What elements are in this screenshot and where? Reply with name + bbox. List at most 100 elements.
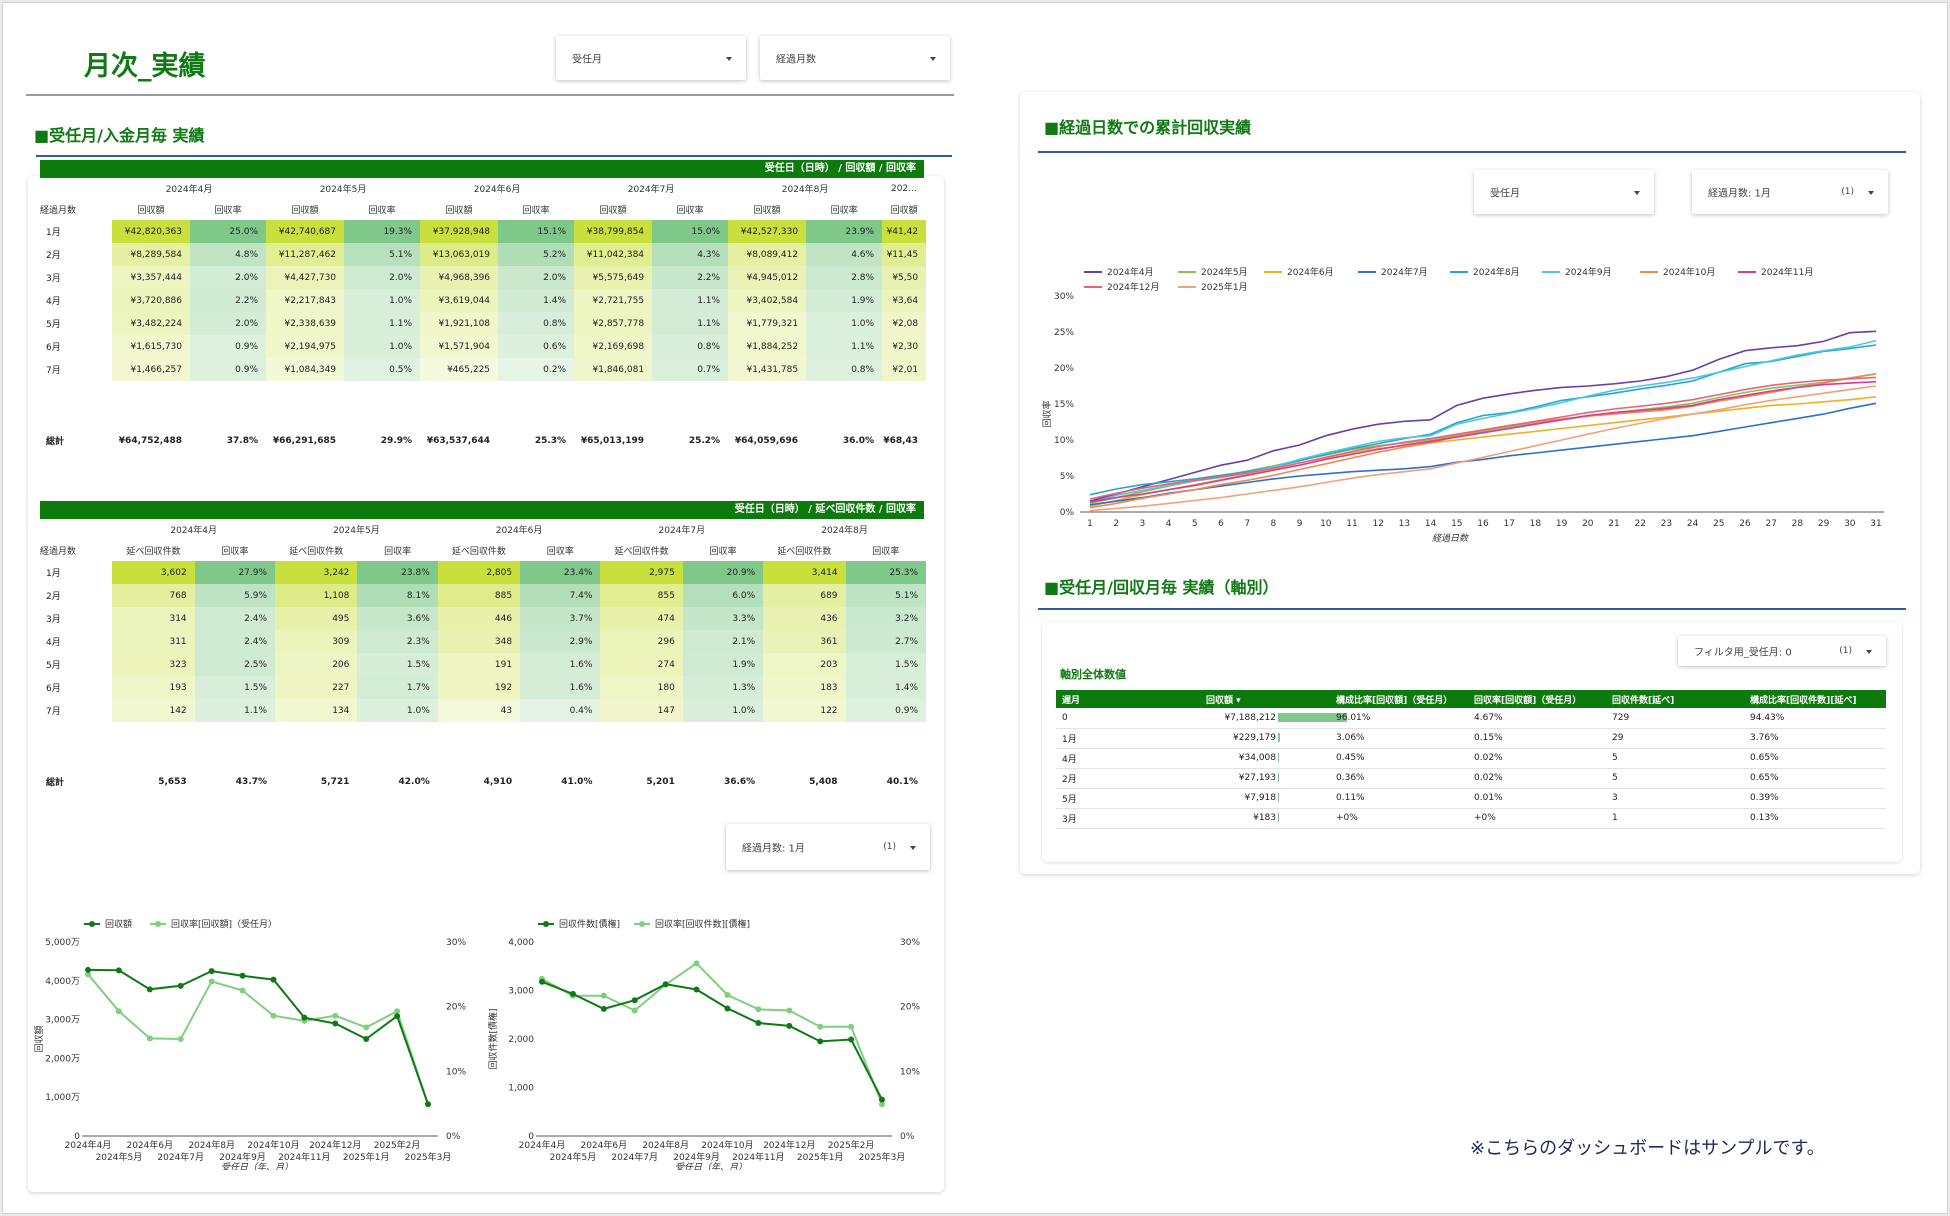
data-point[interactable] [786,1022,793,1029]
data-point[interactable] [631,997,638,1004]
legend-item[interactable]: 2024年4月 [1084,266,1154,278]
legend-item[interactable]: 2024年7月 [1358,266,1428,278]
axis-summary-table: 遅月 回収額 ▾ 構成比率[回収額]（受任月） 回収率[回収額]（受任月） 回収件数[延… [1056,690,1886,829]
table-cell: 3.06% [1330,728,1468,749]
data-point[interactable] [569,990,576,997]
table-cell: 147 [600,699,683,722]
table-cell: 1 [1606,808,1744,829]
data-point[interactable] [146,1035,153,1042]
x-tick-label: 31 [1870,519,1881,529]
data-point[interactable] [239,972,246,979]
y-axis-title: 回収額 [34,1025,45,1052]
legend-item[interactable]: 2024年10月 [1640,266,1715,278]
legend-item[interactable]: 2025年1月 [1178,281,1248,293]
x-tick-label: 2024年10月 [247,1139,299,1151]
legend-item[interactable]: 回収率[回収件数][債権] [634,918,750,930]
data-point[interactable] [755,1006,762,1013]
y-left-tick-label: 4,000 [508,938,534,948]
data-point[interactable] [363,1036,370,1042]
table-cell: 191 [437,653,521,676]
data-point[interactable] [879,1101,885,1108]
data-point[interactable] [724,1005,731,1012]
legend-item[interactable]: 2024年6月 [1264,266,1334,278]
table-cell: 446 [437,607,521,630]
table-cell: 2.0% [498,266,575,289]
month-column-header: 2024年4月 [165,185,213,195]
data-point[interactable] [177,982,184,989]
elapsed-months-filter[interactable]: 経過月数: 1月 (1) [726,824,930,870]
data-point[interactable] [85,971,91,978]
data-point[interactable] [270,1012,277,1019]
data-point[interactable] [394,1008,401,1015]
y-left-tick-label: 4,000万 [45,977,80,987]
accept-month-dropdown[interactable]: 受任月 [556,36,746,80]
table-cell: 0.9% [190,358,267,381]
legend-item[interactable]: 2024年12月 [1084,281,1159,293]
data-point[interactable] [817,1023,824,1030]
x-tick-label: 2024年12月 [763,1139,815,1151]
table-cell: 0.5% [344,358,421,381]
data-point[interactable] [208,968,215,975]
legend-item[interactable]: 回収率[回収額]（受任月） [150,918,277,930]
table-cell: 94.43% [1744,708,1886,729]
data-point[interactable] [662,981,669,988]
data-point[interactable] [693,986,700,993]
x-tick-label: 6 [1218,519,1224,529]
table-cell: 1.9% [806,289,883,312]
legend-item[interactable]: 2024年11月 [1738,266,1813,278]
data-point[interactable] [425,1101,431,1108]
table-cell: 1.1% [806,335,883,358]
legend-label: 回収件数[債権] [559,918,620,930]
legend-label: 2024年4月 [1107,266,1154,278]
table-cell: 4.6% [806,243,883,266]
legend-item[interactable]: 2024年9月 [1542,266,1612,278]
data-point[interactable] [600,992,607,999]
legend-item[interactable]: 回収件数[債権] [538,918,620,930]
sort-column-header[interactable]: 回収額 ▾ [1200,690,1330,708]
data-point[interactable] [239,987,246,994]
data-point[interactable] [879,1096,885,1103]
data-point[interactable] [146,986,153,993]
table-cell: 227 [275,676,358,699]
data-point[interactable] [394,1013,401,1020]
share-bar [1278,712,1348,722]
month-column-header: 2024年7月 [658,526,706,536]
legend-item[interactable]: 2024年8月 [1450,266,1520,278]
data-point[interactable] [115,1008,122,1015]
legend-item[interactable]: 2024年5月 [1178,266,1248,278]
metric-column-header: 回収率 [522,206,550,216]
column-header: 構成比率[回収件数][延べ] [1744,690,1886,708]
filter-accept-month-dropdown[interactable]: フィルタ用_受任月: 0 (1) [1678,636,1886,666]
data-point[interactable] [786,1007,793,1014]
data-point[interactable] [600,1005,607,1012]
data-point[interactable] [631,1007,638,1014]
data-point[interactable] [177,1036,184,1042]
y-left-tick-label: 1,000万 [45,1093,80,1103]
data-point[interactable] [693,960,700,967]
elapsed-months-dropdown[interactable]: 経過月数 [760,36,950,80]
legend-item[interactable]: 回収額 [84,918,132,930]
data-point[interactable] [332,1012,339,1019]
data-point[interactable] [85,966,91,973]
data-point[interactable] [848,1023,855,1030]
data-point[interactable] [539,978,545,985]
data-point[interactable] [301,1014,308,1021]
row-header-label: 経過月数 [40,547,77,557]
data-point[interactable] [332,1020,339,1027]
data-point[interactable] [270,976,277,983]
table-cell: ¥3,482,224 [112,312,190,335]
data-point[interactable] [363,1024,370,1031]
table-cell: 311 [112,630,195,653]
x-tick-label: 2025年2月 [374,1139,421,1151]
data-point[interactable] [208,978,215,985]
y-left-tick-label: 0 [528,1132,534,1142]
data-point[interactable] [848,1036,855,1043]
table-cell: 323 [112,653,195,676]
data-point[interactable] [755,1019,762,1026]
data-point[interactable] [817,1038,824,1045]
data-point[interactable] [115,967,122,974]
data-point[interactable] [724,992,731,999]
right-accept-month-dropdown[interactable]: 受任月 [1474,170,1654,214]
right-elapsed-months-dropdown[interactable]: 経過月数: 1月 (1) [1692,170,1888,214]
table-cell: 20.9% [682,561,764,584]
